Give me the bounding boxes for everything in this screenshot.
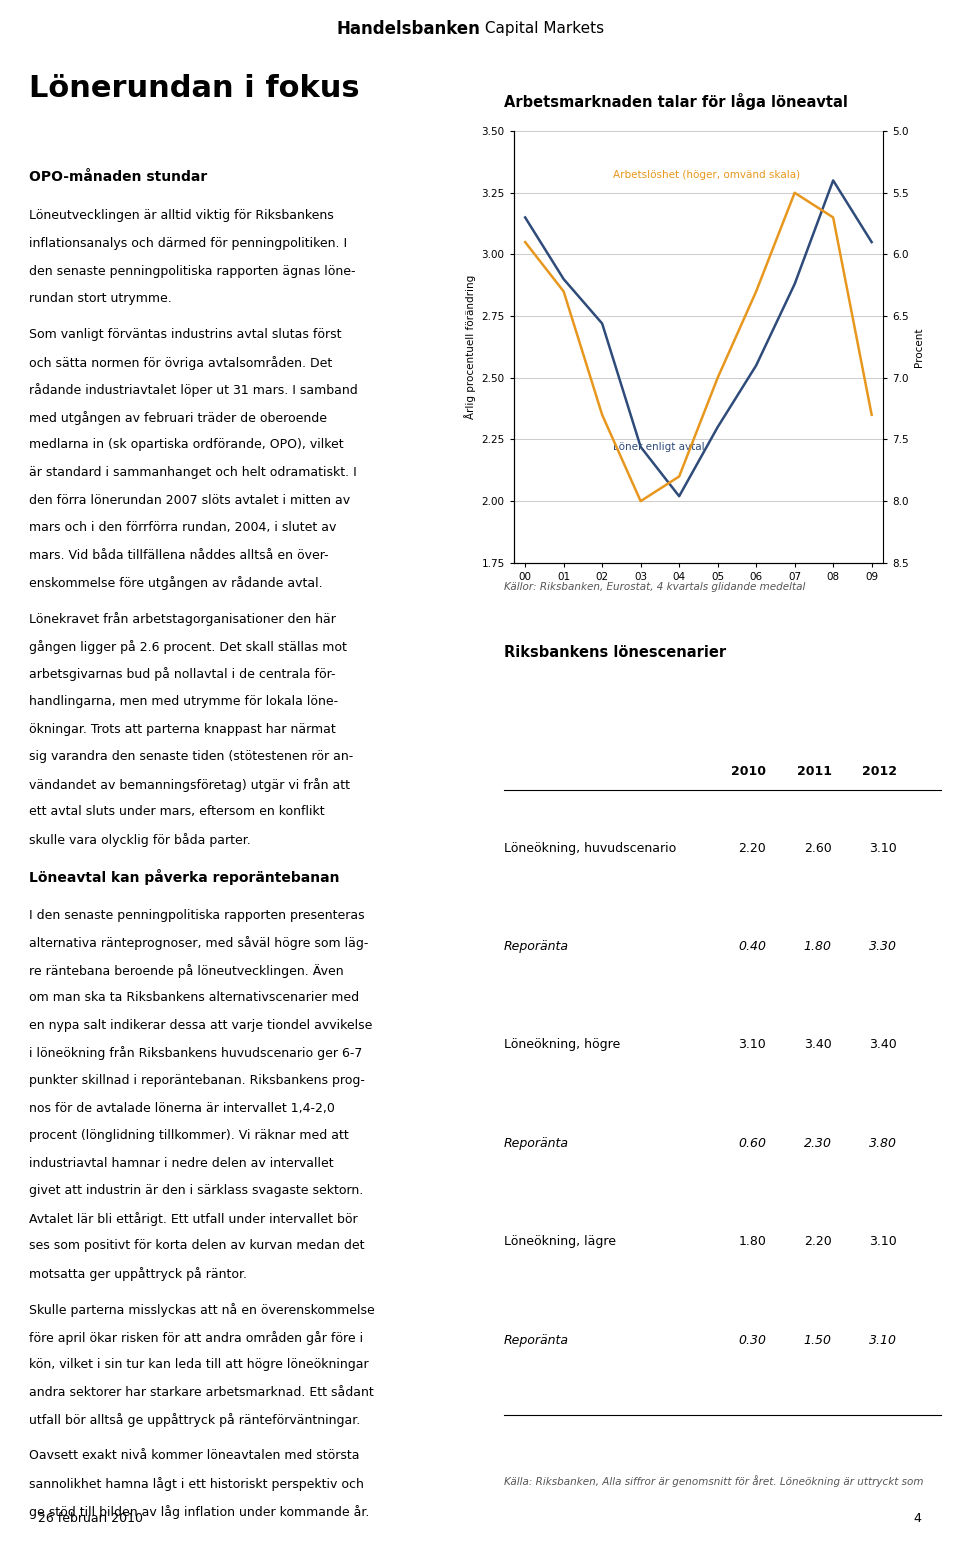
- Text: ge stöd till bilden av låg inflation under kommande år.: ge stöd till bilden av låg inflation und…: [29, 1505, 370, 1519]
- Text: Riksbankens lönescenarier: Riksbankens lönescenarier: [504, 645, 726, 660]
- Text: i löneökning från Riksbankens huvudscenario ger 6-7: i löneökning från Riksbankens huvudscena…: [29, 1047, 362, 1061]
- Text: och sätta normen för övriga avtalsområden. Det: och sätta normen för övriga avtalsområde…: [29, 356, 332, 370]
- Text: givet att industrin är den i särklass svagaste sektorn.: givet att industrin är den i särklass sv…: [29, 1184, 363, 1197]
- Text: Källa: Riksbanken, Alla siffror är genomsnitt för året. Löneökning är uttryckt s: Källa: Riksbanken, Alla siffror är genom…: [504, 1474, 924, 1486]
- Text: Reporänta: Reporänta: [504, 941, 569, 953]
- Text: arbetsgivarnas bud på nollavtal i de centrala för-: arbetsgivarnas bud på nollavtal i de cen…: [29, 668, 335, 682]
- Text: Löneökning, lägre: Löneökning, lägre: [504, 1235, 616, 1247]
- Text: alternativa ränteprognoser, med såväl högre som läg-: alternativa ränteprognoser, med såväl hö…: [29, 936, 369, 950]
- Text: 2.30: 2.30: [804, 1136, 831, 1150]
- Text: sig varandra den senaste tiden (stötestenen rör an-: sig varandra den senaste tiden (stöteste…: [29, 751, 353, 763]
- Text: Löneökning, högre: Löneökning, högre: [504, 1038, 620, 1052]
- Text: 2012: 2012: [862, 765, 897, 777]
- Text: ökningar. Trots att parterna knappast har närmat: ökningar. Trots att parterna knappast ha…: [29, 723, 336, 736]
- Text: utfall bör alltså ge uppåttryck på ränteförväntningar.: utfall bör alltså ge uppåttryck på ränte…: [29, 1414, 360, 1428]
- Text: en nypa salt indikerar dessa att varje tiondel avvikelse: en nypa salt indikerar dessa att varje t…: [29, 1019, 372, 1032]
- Text: inflationsanalys och därmed för penningpolitiken. I: inflationsanalys och därmed för penningp…: [29, 237, 347, 250]
- Text: Skulle parterna misslyckas att nå en överenskommelse: Skulle parterna misslyckas att nå en öve…: [29, 1303, 374, 1317]
- Text: Handelsbanken: Handelsbanken: [336, 20, 480, 37]
- Text: 3.10: 3.10: [870, 1235, 897, 1247]
- Text: Löneökning, huvudscenario: Löneökning, huvudscenario: [504, 842, 676, 854]
- Text: 0.40: 0.40: [738, 941, 766, 953]
- Text: 2.60: 2.60: [804, 842, 831, 854]
- Text: Löneutvecklingen är alltid viktig för Riksbankens: Löneutvecklingen är alltid viktig för Ri…: [29, 210, 333, 222]
- Text: procent (lönglidning tillkommer). Vi räknar med att: procent (lönglidning tillkommer). Vi räk…: [29, 1129, 348, 1143]
- Text: Reporänta: Reporänta: [504, 1334, 569, 1346]
- Text: om man ska ta Riksbankens alternativscenarier med: om man ska ta Riksbankens alternativscen…: [29, 992, 359, 1004]
- Text: Capital Markets: Capital Markets: [480, 22, 604, 35]
- Text: Arbetslöshet (höger, omvänd skala): Arbetslöshet (höger, omvänd skala): [613, 170, 801, 180]
- Text: gången ligger på 2.6 procent. Det skall ställas mot: gången ligger på 2.6 procent. Det skall …: [29, 640, 347, 654]
- Text: 3.10: 3.10: [738, 1038, 766, 1052]
- Y-axis label: Årlig procentuell förändring: Årlig procentuell förändring: [464, 274, 476, 419]
- Text: 3.10: 3.10: [869, 1334, 897, 1346]
- Text: före april ökar risken för att andra områden går före i: före april ökar risken för att andra omr…: [29, 1331, 363, 1345]
- Text: 0.60: 0.60: [738, 1136, 766, 1150]
- Text: Källor: Riksbanken, Eurostat, 4 kvartals glidande medeltal: Källor: Riksbanken, Eurostat, 4 kvartals…: [504, 581, 805, 592]
- Text: andra sektorer har starkare arbetsmarknad. Ett sådant: andra sektorer har starkare arbetsmarkna…: [29, 1386, 373, 1399]
- Text: den förra lönerundan 2007 slöts avtalet i mitten av: den förra lönerundan 2007 slöts avtalet …: [29, 493, 350, 507]
- Text: Löner enligt avtal: Löner enligt avtal: [613, 443, 705, 452]
- Text: 2010: 2010: [732, 765, 766, 777]
- Text: motsatta ger uppåttryck på räntor.: motsatta ger uppåttryck på räntor.: [29, 1268, 247, 1281]
- Text: rådande industriavtalet löper ut 31 mars. I samband: rådande industriavtalet löper ut 31 mars…: [29, 384, 357, 398]
- Text: sannolikhet hamna lågt i ett historiskt perspektiv och: sannolikhet hamna lågt i ett historiskt …: [29, 1477, 364, 1491]
- Text: med utgången av februari träder de oberoende: med utgången av februari träder de obero…: [29, 410, 326, 426]
- Text: enskommelse före utgången av rådande avtal.: enskommelse före utgången av rådande avt…: [29, 577, 323, 591]
- Text: nos för de avtalade lönerna är intervallet 1,4-2,0: nos för de avtalade lönerna är intervall…: [29, 1101, 335, 1115]
- Text: medlarna in (sk opartiska ordförande, OPO), vilket: medlarna in (sk opartiska ordförande, OP…: [29, 438, 344, 452]
- Text: handlingarna, men med utrymme för lokala löne-: handlingarna, men med utrymme för lokala…: [29, 695, 338, 708]
- Text: Löneavtal kan påverka reporäntebanan: Löneavtal kan påverka reporäntebanan: [29, 870, 339, 885]
- Text: vändandet av bemanningsföretag) utgär vi från att: vändandet av bemanningsföretag) utgär vi…: [29, 777, 349, 791]
- Text: Oavsett exakt nivå kommer löneavtalen med största: Oavsett exakt nivå kommer löneavtalen me…: [29, 1449, 359, 1462]
- Text: 3.40: 3.40: [870, 1038, 897, 1052]
- Text: 0.30: 0.30: [738, 1334, 766, 1346]
- Text: rundan stort utrymme.: rundan stort utrymme.: [29, 291, 172, 305]
- Text: kön, vilket i sin tur kan leda till att högre löneökningar: kön, vilket i sin tur kan leda till att …: [29, 1359, 369, 1371]
- Text: är standard i sammanhanget och helt odramatiskt. I: är standard i sammanhanget och helt odra…: [29, 466, 356, 480]
- Text: ett avtal sluts under mars, eftersom en konflikt: ett avtal sluts under mars, eftersom en …: [29, 805, 324, 819]
- Text: 2011: 2011: [797, 765, 831, 777]
- Text: 3.80: 3.80: [869, 1136, 897, 1150]
- Text: 2.20: 2.20: [804, 1235, 831, 1247]
- Text: punkter skillnad i reporäntebanan. Riksbankens prog-: punkter skillnad i reporäntebanan. Riksb…: [29, 1075, 365, 1087]
- Text: Avtalet lär bli ettårigt. Ett utfall under intervallet bör: Avtalet lär bli ettårigt. Ett utfall und…: [29, 1212, 357, 1226]
- Text: industriavtal hamnar i nedre delen av intervallet: industriavtal hamnar i nedre delen av in…: [29, 1156, 333, 1170]
- Text: mars. Vid båda tillfällena nåddes alltså en över-: mars. Vid båda tillfällena nåddes alltså…: [29, 549, 328, 561]
- Y-axis label: Procent: Procent: [915, 327, 924, 367]
- Text: Reporänta: Reporänta: [504, 1136, 569, 1150]
- Text: Lönerundan i fokus: Lönerundan i fokus: [29, 74, 359, 103]
- Text: 2.20: 2.20: [738, 842, 766, 854]
- Text: 1.80: 1.80: [738, 1235, 766, 1247]
- Text: Lönekravet från arbetstagorganisationer den här: Lönekravet från arbetstagorganisationer …: [29, 612, 336, 626]
- Text: 4: 4: [914, 1513, 922, 1525]
- Text: 1.50: 1.50: [804, 1334, 831, 1346]
- Text: OPO-månaden stundar: OPO-månaden stundar: [29, 170, 207, 183]
- Text: ses som positivt för korta delen av kurvan medan det: ses som positivt för korta delen av kurv…: [29, 1240, 364, 1252]
- Text: skulle vara olycklig för båda parter.: skulle vara olycklig för båda parter.: [29, 833, 251, 847]
- Text: Arbetsmarknaden talar för låga löneavtal: Arbetsmarknaden talar för låga löneavtal: [504, 93, 848, 111]
- Text: 3.40: 3.40: [804, 1038, 831, 1052]
- Text: 1.80: 1.80: [804, 941, 831, 953]
- Text: mars och i den förrförra rundan, 2004, i slutet av: mars och i den förrförra rundan, 2004, i…: [29, 521, 336, 534]
- Text: 26 februari 2010: 26 februari 2010: [38, 1513, 143, 1525]
- Text: I den senaste penningpolitiska rapporten presenteras: I den senaste penningpolitiska rapporten…: [29, 908, 365, 922]
- Text: 3.10: 3.10: [870, 842, 897, 854]
- Text: den senaste penningpolitiska rapporten ägnas löne-: den senaste penningpolitiska rapporten ä…: [29, 265, 355, 278]
- Text: re räntebana beroende på löneutvecklingen. Även: re räntebana beroende på löneutvecklinge…: [29, 964, 344, 978]
- Text: Som vanligt förväntas industrins avtal slutas först: Som vanligt förväntas industrins avtal s…: [29, 328, 342, 341]
- Text: 3.30: 3.30: [869, 941, 897, 953]
